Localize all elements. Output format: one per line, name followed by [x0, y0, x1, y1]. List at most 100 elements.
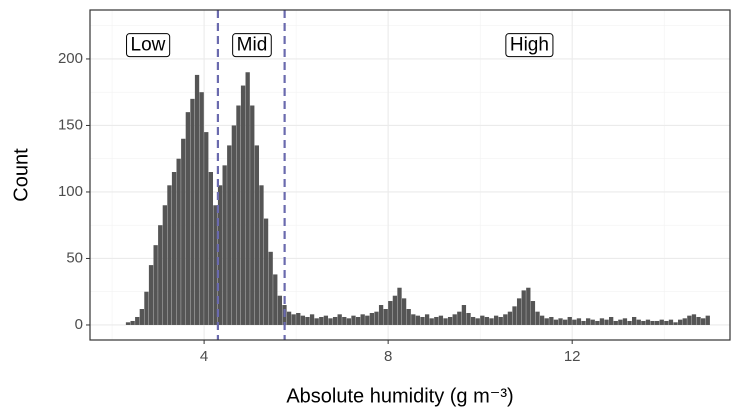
bar	[696, 316, 701, 325]
bar	[489, 318, 494, 325]
bar	[613, 320, 618, 325]
x-tick-label: 12	[564, 348, 581, 365]
bar	[549, 316, 554, 325]
bar	[461, 305, 467, 325]
bar	[194, 74, 200, 325]
annotation-label: Mid	[237, 35, 268, 56]
bar	[213, 205, 218, 325]
bar	[668, 319, 674, 325]
bar	[190, 98, 195, 325]
bar	[355, 316, 361, 325]
bar	[296, 312, 301, 325]
bar	[562, 319, 568, 325]
annotation-label: High	[510, 35, 549, 56]
bar	[208, 172, 214, 325]
annotation-label: Low	[131, 35, 166, 56]
bar	[457, 311, 462, 325]
bar	[176, 158, 181, 325]
bar	[250, 105, 255, 325]
y-tick-label: 200	[58, 50, 83, 67]
bar	[181, 138, 186, 325]
bar	[397, 287, 402, 325]
bar	[125, 322, 131, 325]
annotation-box	[126, 33, 171, 58]
bar	[240, 85, 246, 325]
bar	[300, 315, 306, 325]
bar	[691, 314, 697, 325]
bar	[319, 316, 324, 325]
bar	[590, 319, 595, 325]
bar	[581, 320, 586, 325]
bar	[401, 298, 407, 325]
annotation-box	[232, 33, 272, 58]
bar	[535, 311, 540, 325]
bar	[572, 319, 577, 325]
bar	[645, 319, 651, 325]
y-tick-label: 100	[58, 183, 83, 200]
bar	[503, 314, 508, 325]
bar	[664, 320, 669, 325]
bar	[277, 295, 283, 325]
bar	[521, 290, 526, 325]
bar	[438, 315, 444, 325]
bar	[158, 225, 163, 325]
bar	[411, 314, 416, 325]
bar	[360, 314, 365, 325]
x-tick-label: 8	[384, 348, 392, 365]
bar	[512, 306, 517, 325]
bar	[475, 318, 480, 325]
bar	[222, 165, 227, 325]
bar	[434, 316, 439, 325]
bar	[139, 309, 144, 325]
x-axis-title: Absolute humidity (g m⁻³)	[286, 385, 513, 407]
bar	[148, 265, 154, 325]
bar	[337, 314, 342, 325]
bar	[498, 316, 503, 325]
bar	[659, 319, 664, 325]
bar	[351, 315, 356, 325]
bar	[641, 320, 646, 325]
bar	[236, 105, 241, 325]
bar	[687, 315, 692, 325]
bar	[328, 318, 333, 325]
bar	[599, 318, 605, 325]
bar	[332, 316, 338, 325]
bar	[558, 318, 563, 325]
bar	[374, 311, 379, 325]
bar	[585, 318, 591, 325]
bars	[125, 72, 710, 325]
bar	[420, 316, 425, 325]
bar	[130, 320, 135, 325]
bar	[470, 316, 476, 325]
annotation-box	[505, 33, 554, 58]
bar	[204, 132, 209, 325]
bar	[167, 185, 172, 325]
bar	[443, 318, 448, 325]
bar	[144, 291, 149, 325]
bar	[678, 319, 683, 325]
bar	[263, 218, 269, 325]
bar	[604, 319, 609, 325]
bar	[553, 319, 559, 325]
bar	[631, 316, 637, 325]
bar	[388, 301, 393, 325]
bar	[406, 309, 411, 325]
bar	[185, 112, 191, 325]
bar	[305, 316, 310, 325]
bar	[342, 316, 347, 325]
bar	[526, 287, 531, 325]
bar	[286, 311, 292, 325]
bar	[392, 295, 398, 325]
bar	[424, 314, 430, 325]
y-axis-title: Count	[10, 148, 32, 202]
bar	[655, 320, 660, 325]
bar	[273, 274, 278, 325]
bar	[516, 298, 522, 325]
bar	[618, 319, 623, 325]
bar	[480, 315, 485, 325]
bar	[153, 245, 158, 325]
y-tick-label: 0	[75, 316, 83, 333]
bar	[217, 185, 223, 325]
bar	[323, 315, 329, 325]
